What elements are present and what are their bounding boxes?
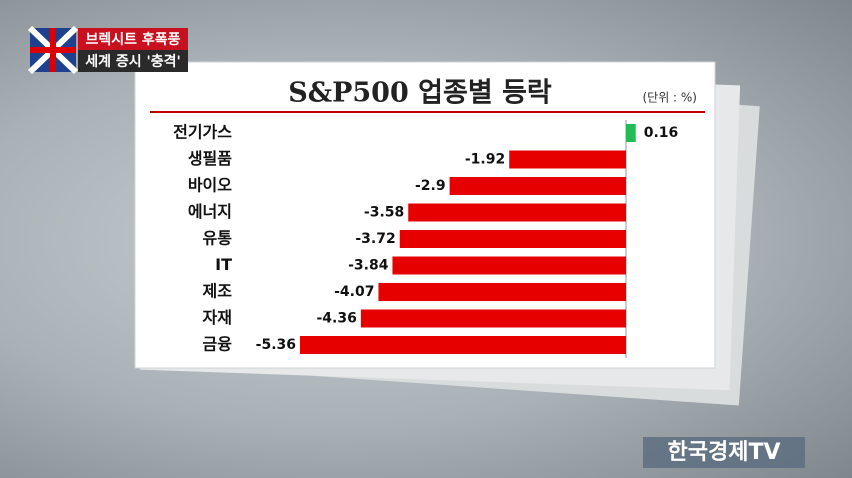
bar bbox=[509, 150, 626, 169]
bar bbox=[300, 336, 626, 354]
unit-label: (단위 : %) bbox=[642, 91, 697, 105]
headline: 브렉시트 후폭풍 bbox=[85, 31, 180, 48]
value-label: 0.16 bbox=[644, 125, 679, 141]
category-label: 생필품 bbox=[188, 149, 232, 168]
value-label: -3.72 bbox=[355, 231, 395, 247]
subline-box bbox=[78, 50, 188, 72]
bar bbox=[399, 230, 626, 248]
value-label: -4.36 bbox=[316, 311, 356, 327]
value-label: -4.07 bbox=[334, 284, 374, 300]
bar bbox=[626, 124, 636, 142]
category-label: 전기가스 bbox=[173, 123, 232, 142]
bar bbox=[392, 256, 626, 275]
value-label: -3.58 bbox=[364, 205, 404, 221]
bar bbox=[408, 203, 626, 222]
logo: 한국경제TV bbox=[668, 440, 781, 465]
category-label: 자재 bbox=[203, 308, 232, 327]
caption: 브렉시트 후폭풍 세계 증시 '충격' bbox=[27, 25, 188, 75]
value-label: -1.92 bbox=[465, 152, 505, 168]
value-label: -5.36 bbox=[256, 337, 296, 353]
bar bbox=[449, 177, 626, 195]
bar bbox=[378, 283, 626, 301]
category-label: 에너지 bbox=[188, 202, 232, 221]
bar bbox=[360, 309, 626, 328]
value-label: -3.84 bbox=[348, 258, 389, 274]
headline-box bbox=[78, 28, 188, 50]
category-label: 금융 bbox=[203, 335, 233, 354]
logo-box bbox=[643, 437, 805, 468]
value-label: -2.9 bbox=[415, 178, 446, 194]
category-label: 유통 bbox=[203, 229, 233, 248]
category-label: 제조 bbox=[203, 282, 233, 301]
subline: 세계 증시 '충격' bbox=[85, 53, 181, 70]
category-label: IT bbox=[215, 255, 232, 274]
category-label: 바이오 bbox=[188, 176, 232, 195]
chart-title: S&P500 업종별 등락 bbox=[288, 78, 552, 109]
